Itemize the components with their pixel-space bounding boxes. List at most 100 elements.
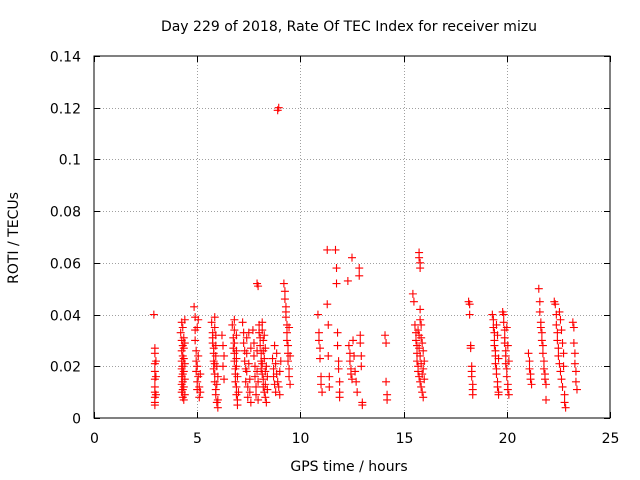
- data-point: [556, 315, 565, 324]
- data-point: [415, 344, 424, 353]
- data-point: [418, 370, 427, 379]
- data-point: [382, 377, 391, 386]
- data-point: [348, 375, 356, 384]
- data-point: [220, 351, 229, 360]
- data-point: [525, 357, 534, 366]
- data-point: [257, 364, 266, 373]
- data-point: [539, 357, 548, 366]
- data-point: [492, 320, 501, 329]
- data-point: [502, 372, 511, 381]
- data-point: [413, 357, 422, 366]
- grid-lines: [94, 56, 610, 418]
- data-point: [352, 377, 361, 386]
- data-point: [258, 359, 267, 368]
- data-point: [408, 289, 417, 298]
- data-point: [490, 341, 499, 350]
- data-point: [323, 300, 332, 309]
- data-point: [246, 398, 255, 407]
- data-point: [232, 331, 241, 340]
- data-point: [504, 390, 513, 399]
- data-point: [420, 357, 429, 366]
- data-point: [314, 328, 323, 337]
- data-point: [416, 377, 425, 386]
- data-point: [271, 388, 280, 397]
- x-tick-label: 0: [90, 431, 99, 447]
- data-point: [248, 326, 257, 335]
- data-point: [493, 331, 502, 340]
- data-point: [233, 401, 242, 410]
- data-point: [313, 310, 322, 319]
- data-point: [260, 354, 269, 363]
- data-point: [351, 367, 360, 376]
- data-point: [252, 382, 261, 391]
- data-point: [524, 349, 533, 358]
- data-point: [274, 103, 283, 112]
- data-point: [316, 344, 325, 353]
- data-point: [213, 395, 222, 404]
- data-point: [568, 318, 577, 327]
- data-point: [230, 326, 239, 335]
- data-point: [504, 357, 513, 366]
- data-point: [551, 300, 560, 309]
- data-point: [211, 351, 220, 360]
- data-point: [499, 310, 508, 319]
- data-point: [559, 349, 568, 358]
- data-point: [151, 390, 160, 399]
- y-tick-label: 0.08: [50, 205, 81, 221]
- data-point: [250, 372, 259, 381]
- data-point: [335, 377, 344, 386]
- data-point: [489, 315, 498, 324]
- data-point: [357, 362, 366, 371]
- data-point: [570, 349, 579, 358]
- y-tick-label: 0.1: [59, 153, 81, 169]
- data-point: [262, 362, 271, 371]
- data-point: [553, 336, 562, 345]
- data-point: [382, 339, 391, 348]
- data-point: [192, 367, 201, 376]
- data-point: [231, 377, 240, 386]
- data-point: [332, 279, 341, 288]
- data-point: [418, 339, 427, 348]
- data-point: [349, 336, 358, 345]
- data-point: [243, 393, 252, 402]
- data-point: [554, 351, 563, 360]
- data-point: [219, 362, 227, 371]
- data-point: [176, 328, 185, 337]
- data-point: [245, 388, 254, 397]
- data-point: [335, 393, 344, 402]
- x-tick-label: 5: [193, 431, 202, 447]
- data-point: [268, 354, 277, 363]
- data-point: [317, 380, 326, 389]
- data-point: [344, 341, 353, 350]
- data-point: [542, 380, 551, 389]
- data-point: [244, 328, 253, 337]
- y-tick-label: 0.12: [50, 102, 81, 118]
- data-point: [191, 336, 200, 345]
- data-point: [261, 380, 270, 389]
- data-point: [416, 351, 425, 360]
- data-point: [151, 372, 160, 381]
- data-point: [253, 367, 262, 376]
- data-point: [217, 331, 226, 340]
- data-point: [540, 375, 549, 384]
- data-point: [348, 253, 356, 262]
- data-point: [180, 315, 189, 324]
- y-tick-label: 0.06: [50, 257, 81, 273]
- data-point: [502, 364, 511, 373]
- y-tick-labels: 0 0.02 0.04 0.06 0.08 0.1 0.12 0.14: [50, 50, 81, 428]
- data-point: [211, 341, 220, 350]
- data-point: [244, 359, 253, 368]
- data-point: [259, 375, 268, 384]
- data-point: [415, 253, 424, 262]
- data-point: [416, 305, 425, 314]
- data-point: [502, 323, 511, 332]
- data-point: [230, 339, 239, 348]
- plot-frame: [93, 55, 611, 419]
- data-point: [414, 367, 423, 376]
- x-tick-label: 25: [602, 431, 620, 447]
- data-point: [494, 390, 503, 399]
- data-point: [358, 401, 367, 410]
- data-point: [383, 395, 392, 404]
- data-point: [275, 367, 284, 376]
